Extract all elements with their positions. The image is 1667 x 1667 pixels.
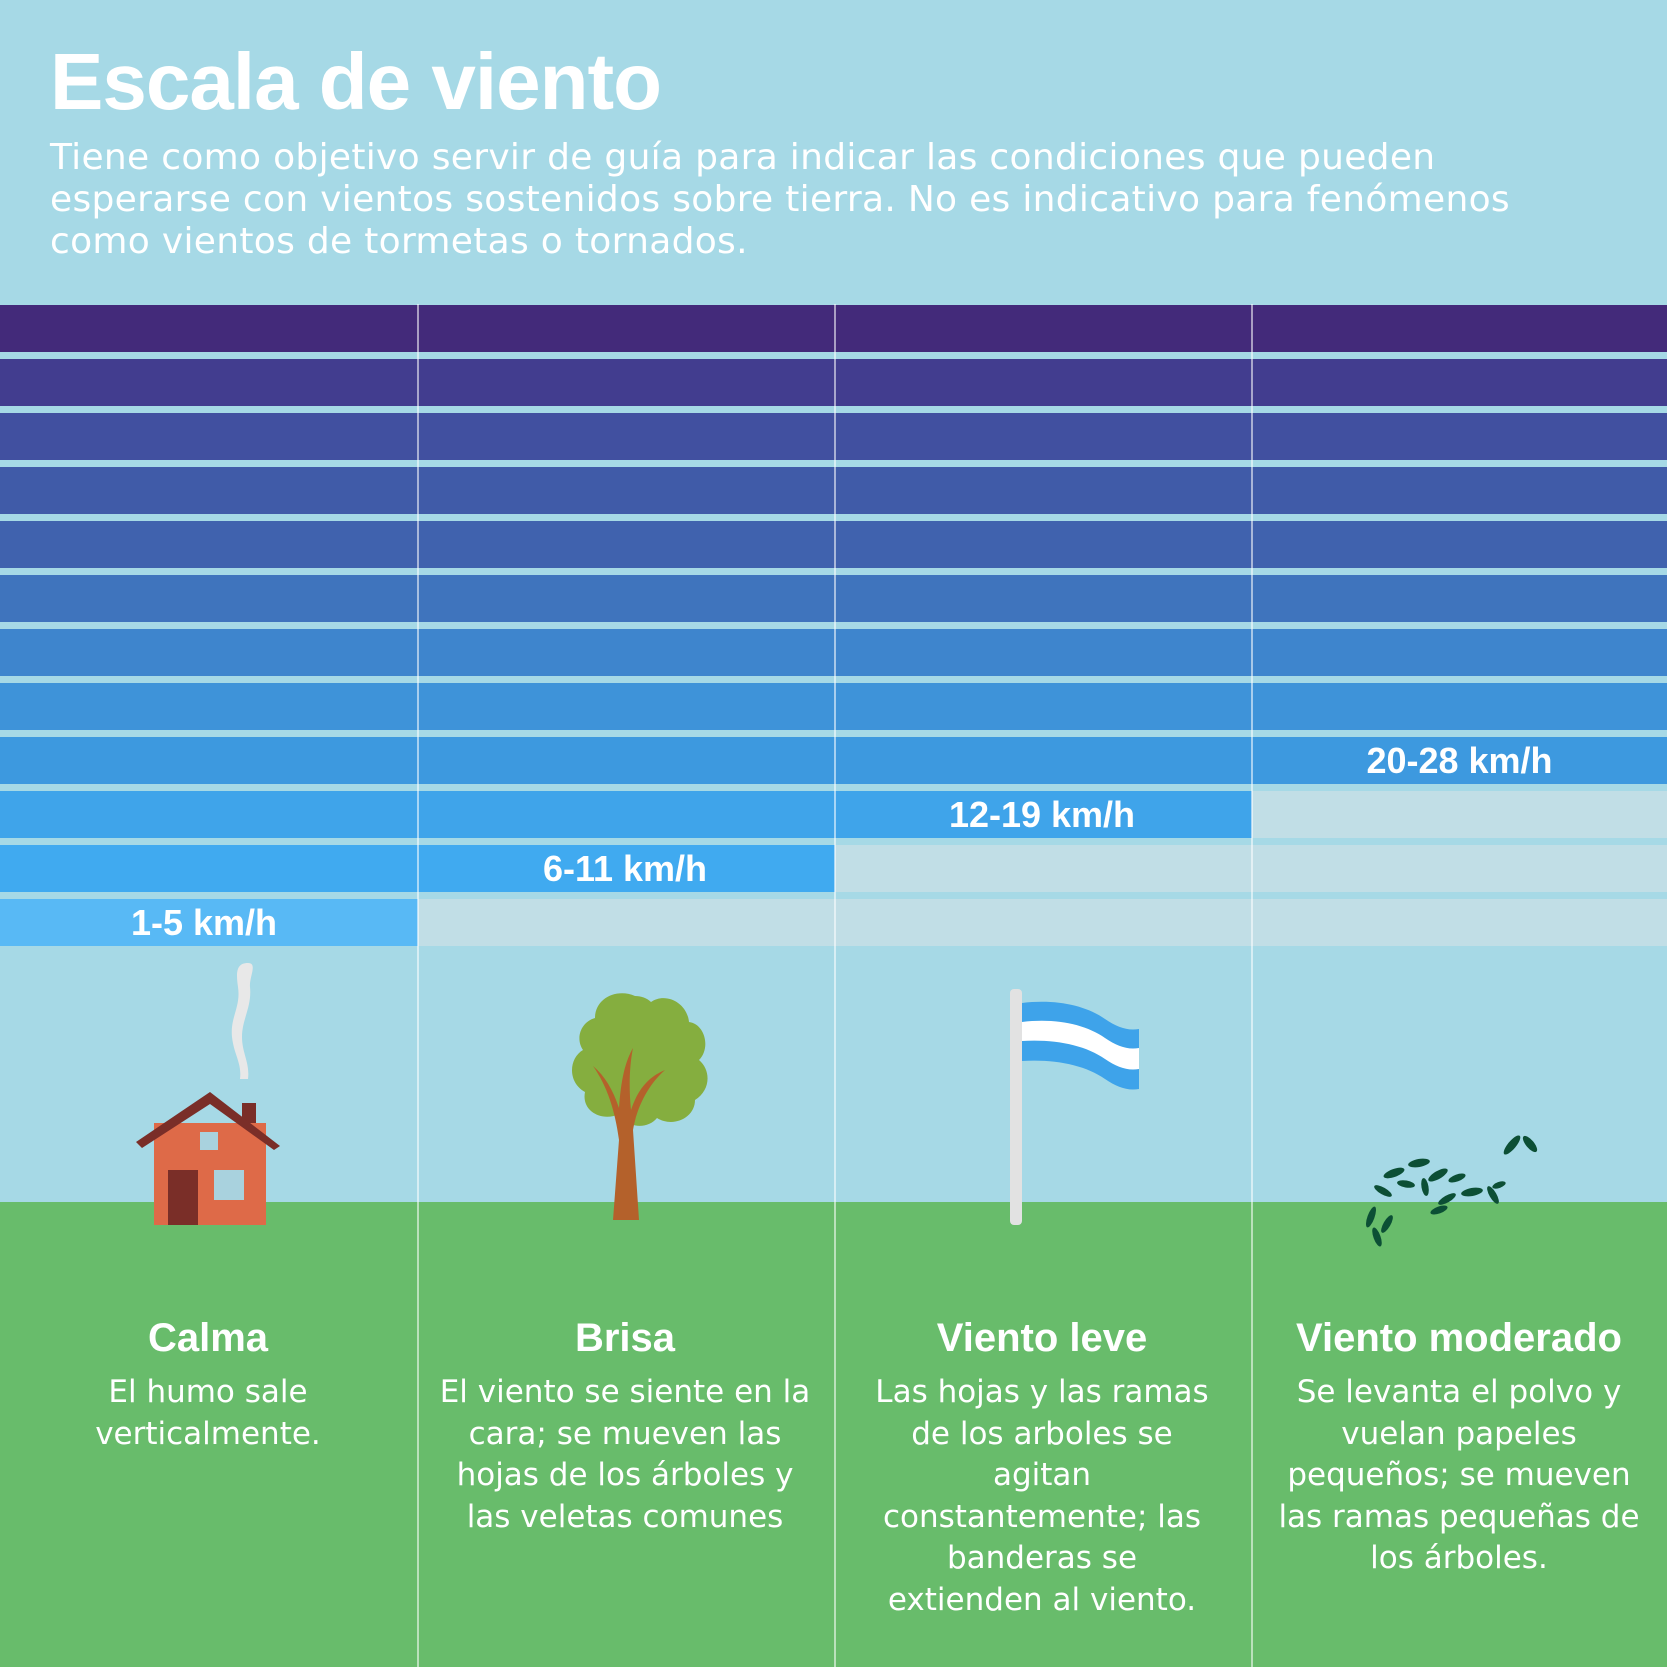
level-title-brisa: Brisa	[574, 1316, 676, 1360]
empty-cell	[418, 899, 1667, 946]
flying-leaves-icon	[1366, 1135, 1538, 1247]
column-divider	[1251, 304, 1253, 1667]
scale-band-8	[0, 521, 1667, 568]
empty-cell	[1252, 791, 1667, 838]
level-description-viento-moderado: Se levanta el polvo y vuelan papeles peq…	[1278, 1374, 1640, 1576]
speed-label-brisa: 6-11 km/h	[542, 847, 708, 889]
speed-label-calma: 1-5 km/h	[130, 901, 278, 943]
scale-band-12	[0, 305, 1667, 352]
speed-label-viento-leve: 12-19 km/h	[948, 793, 1136, 835]
scale-band-4	[0, 737, 1667, 784]
tree-icon	[572, 993, 708, 1220]
scale-band-10	[0, 413, 1667, 460]
speed-label-viento-moderado: 20-28 km/h	[1366, 739, 1553, 781]
column-divider	[417, 304, 419, 1667]
page-subtitle: Tiene como objetivo servir de guía para …	[50, 137, 1510, 262]
scale-band-11	[0, 359, 1667, 406]
scale-band-5	[0, 683, 1667, 730]
scale-band-9	[0, 467, 1667, 514]
level-description-brisa: El viento se siente en la cara; se mueve…	[439, 1374, 811, 1535]
house-with-smoke-icon	[136, 963, 280, 1225]
ground-grass	[0, 1202, 1667, 1667]
level-description-viento-leve: Las hojas y las ramas de los arboles se …	[875, 1374, 1209, 1618]
flag-icon	[1010, 989, 1139, 1225]
level-title-calma: Calma	[147, 1316, 269, 1360]
column-divider	[834, 304, 836, 1667]
level-title-viento-leve: Viento leve	[936, 1316, 1148, 1360]
scale-band-6	[0, 629, 1667, 676]
level-description-calma: El humo sale verticalmente.	[95, 1374, 321, 1452]
page-title: Escala de viento	[50, 37, 662, 126]
level-title-viento-moderado: Viento moderado	[1296, 1316, 1622, 1360]
scale-band-7	[0, 575, 1667, 622]
